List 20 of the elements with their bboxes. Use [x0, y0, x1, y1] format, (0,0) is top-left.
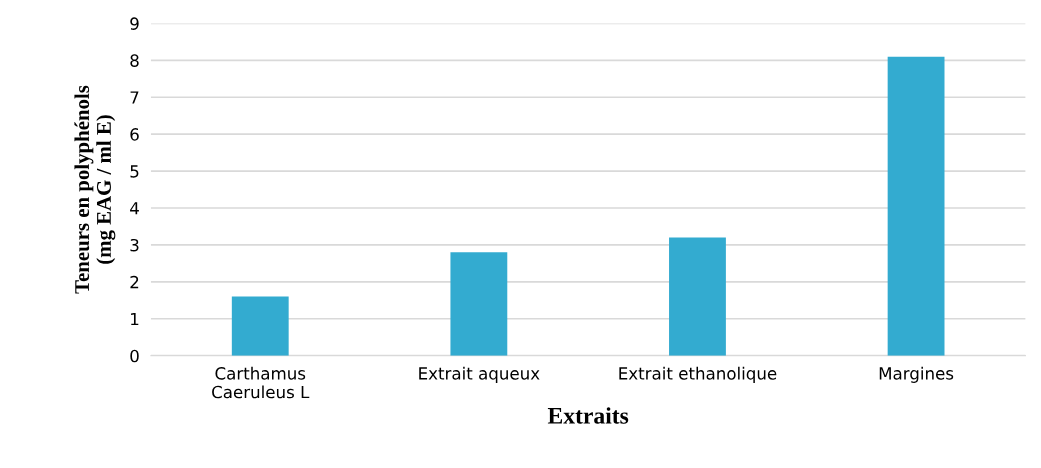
y-tick-label: 9: [130, 17, 139, 30]
x-tick-label: Margines: [879, 366, 954, 383]
x-tick-label: Carthamus Caeruleus L: [212, 366, 310, 399]
y-tick-label: 1: [131, 312, 139, 326]
y-tick-label: 2: [130, 275, 139, 289]
y-tick-label: 0: [130, 349, 139, 363]
bar: [669, 237, 726, 356]
x-axis-title: Extraits: [547, 407, 629, 424]
x-tick-label: Extrait ethanolique: [619, 366, 777, 383]
bar: [231, 296, 289, 356]
y-tick-label: 8: [130, 54, 139, 67]
y-tick-label: 3: [130, 238, 139, 252]
bar: [450, 252, 508, 356]
y-tick-label: 4: [130, 202, 139, 215]
y-tick-label: 6: [130, 128, 139, 141]
x-tick-label: Extrait aqueux: [419, 366, 540, 383]
bar: [887, 56, 945, 356]
y-axis-title: Teneurs en polyphénols (mg EAG / ml E): [74, 85, 116, 294]
y-tick-label: 5: [130, 165, 139, 178]
y-tick-label: 7: [130, 91, 139, 104]
